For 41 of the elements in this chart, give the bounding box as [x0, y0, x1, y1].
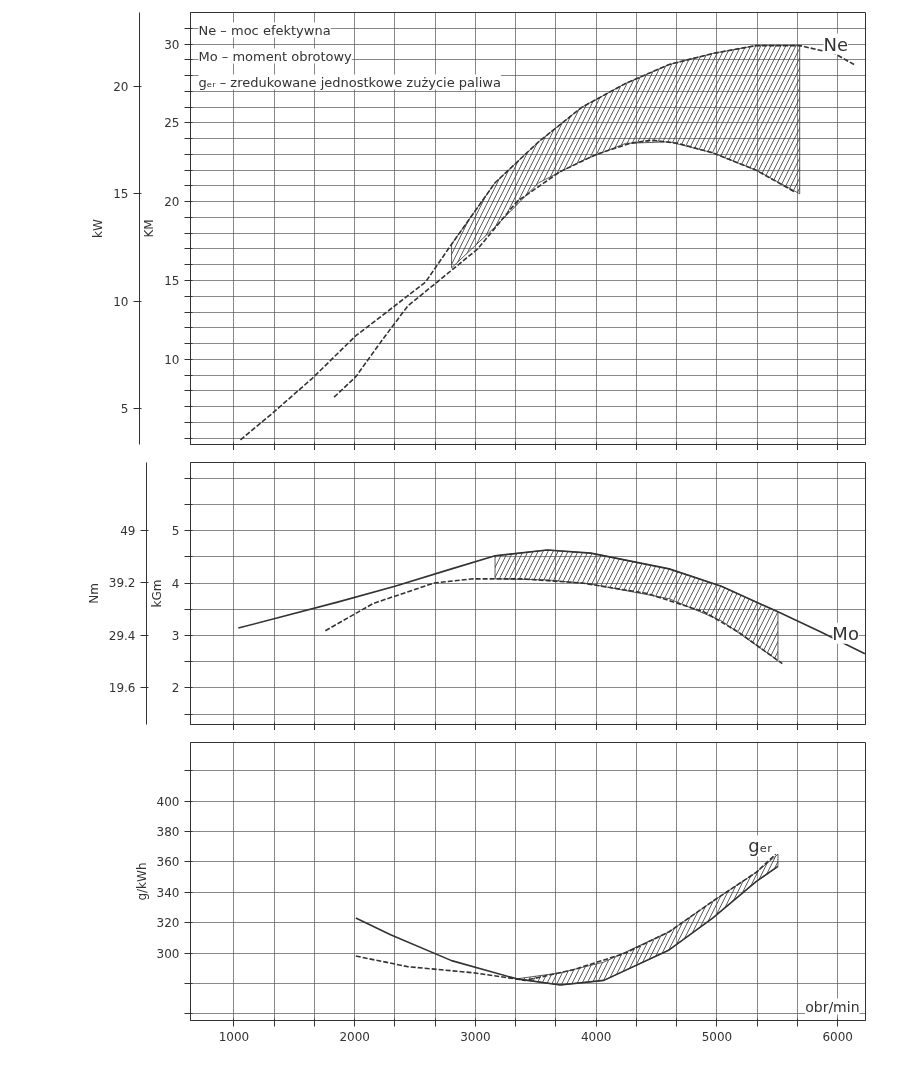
annotation: gₑᵣ – zredukowane jednostkowe zużycie paliwa	[198, 74, 501, 90]
series-label: gₑᵣ	[748, 835, 773, 857]
y-tick-label: 10	[164, 352, 180, 367]
y-tick-label: 30	[164, 37, 180, 52]
x-tick-label: 1000	[218, 1029, 250, 1044]
y-tick-label: 3	[171, 628, 180, 643]
x-tick-label: 5000	[701, 1029, 733, 1044]
y2-tick-label: 5	[120, 402, 129, 417]
x-tick-label: 2000	[339, 1029, 370, 1044]
y-axis-title: kGm	[149, 579, 164, 608]
y-tick-label: 340	[156, 885, 180, 900]
y2-tick-label: 39.2	[108, 576, 136, 591]
y-tick-label: 380	[156, 824, 180, 839]
y-tick-label: 20	[164, 195, 180, 210]
y2-axis-title: kW	[91, 218, 106, 238]
x-axis-title: obr/min	[805, 998, 860, 1015]
y-tick-label: 2	[171, 681, 180, 696]
y-tick-label: 400	[156, 794, 180, 809]
y2-axis-title: Nm	[86, 583, 101, 604]
y-tick-label: 4	[171, 576, 180, 591]
y2-tick-label: 20	[113, 79, 129, 94]
annotation: Ne – moc efektywna	[198, 22, 331, 38]
y-tick-label: 320	[156, 916, 180, 931]
y2-tick-label: 19.6	[108, 681, 136, 696]
x-tick-label: 4000	[580, 1029, 612, 1044]
y-tick-label: 25	[164, 116, 180, 131]
y-tick-label: 15	[164, 274, 180, 289]
x-tick-label: 6000	[822, 1029, 853, 1044]
series-label: Mo	[832, 622, 859, 644]
y-tick-label: 360	[156, 855, 180, 870]
x-tick-label: 3000	[460, 1029, 491, 1044]
y2-tick-label: 29.4	[108, 628, 136, 643]
y2-tick-label: 15	[113, 187, 129, 202]
series-label: Ne	[823, 33, 849, 55]
y2-tick-label: 49	[120, 523, 136, 538]
y-tick-label: 5	[171, 524, 180, 539]
y-axis-title: KM	[142, 219, 157, 238]
y-tick-label: 300	[156, 946, 180, 961]
annotation: Mo – moment obrotowy	[198, 48, 353, 64]
y-axis-title: g/kWh	[134, 862, 149, 901]
y2-tick-label: 10	[113, 294, 129, 309]
